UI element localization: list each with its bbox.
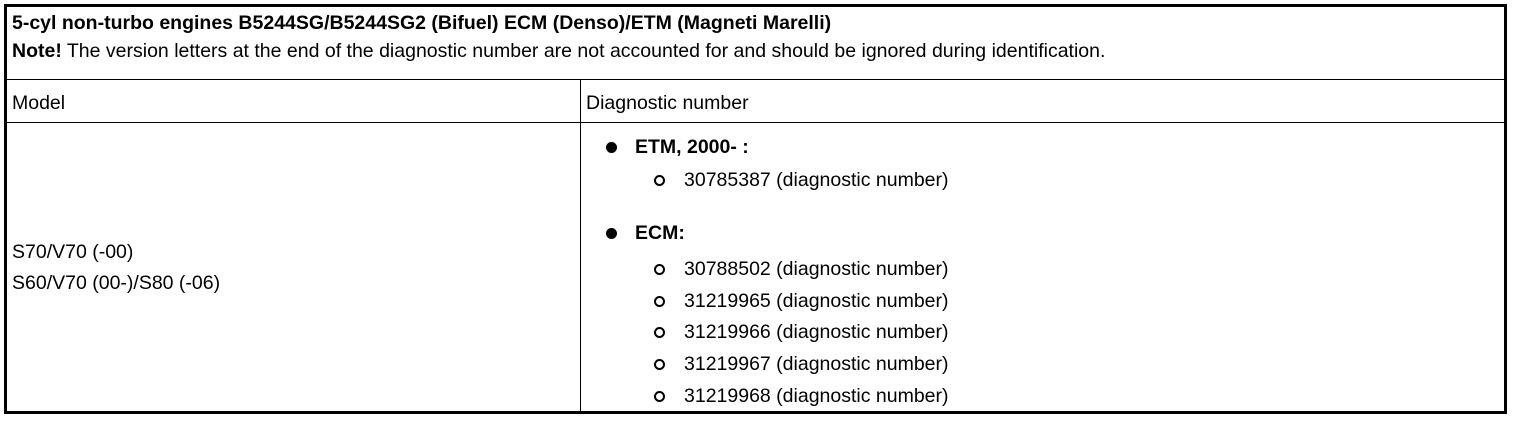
diagnostic-number-item: 30785387 (diagnostic number) (684, 169, 949, 191)
sub-bullet-icon (654, 327, 665, 339)
column-divider (580, 80, 581, 411)
model-cell: S70/V70 (-00) (12, 241, 134, 263)
sub-bullet-icon (654, 295, 665, 307)
group-label: ECM: (635, 222, 685, 244)
table-title: 5-cyl non-turbo engines B5244SG/B5244SG2… (12, 12, 832, 34)
sub-bullet-icon (654, 390, 665, 402)
note-text: The version letters at the end of the di… (61, 40, 1106, 62)
diagnostic-number-item: 30788502 (diagnostic number) (684, 258, 949, 280)
divider (7, 79, 1504, 80)
diagnostic-number-item: 31219965 (diagnostic number) (684, 289, 949, 312)
column-header-diagnostic-number: Diagnostic number (586, 92, 749, 114)
bullet-icon (606, 142, 617, 153)
sub-bullet-icon (654, 264, 665, 275)
column-header-model: Model (12, 92, 66, 114)
group-label: ETM, 2000- : (635, 136, 749, 158)
sub-bullet-icon (654, 359, 665, 371)
diagnostic-number-item: 31219967 (diagnostic number) (684, 353, 949, 376)
note: Note! The version letters at the end of … (12, 40, 1105, 62)
sub-bullet-icon (654, 175, 665, 186)
identification-table: 5-cyl non-turbo engines B5244SG/B5244SG2… (4, 4, 1507, 414)
diagnostic-number-item: 31219966 (diagnostic number) (684, 321, 949, 344)
model-cell: S60/V70 (00-)/S80 (-06) (12, 272, 221, 294)
divider (7, 122, 1504, 123)
note-label: Note! (12, 40, 62, 62)
bullet-icon (606, 228, 617, 239)
diagnostic-number-item: 31219968 (diagnostic number) (684, 384, 949, 407)
